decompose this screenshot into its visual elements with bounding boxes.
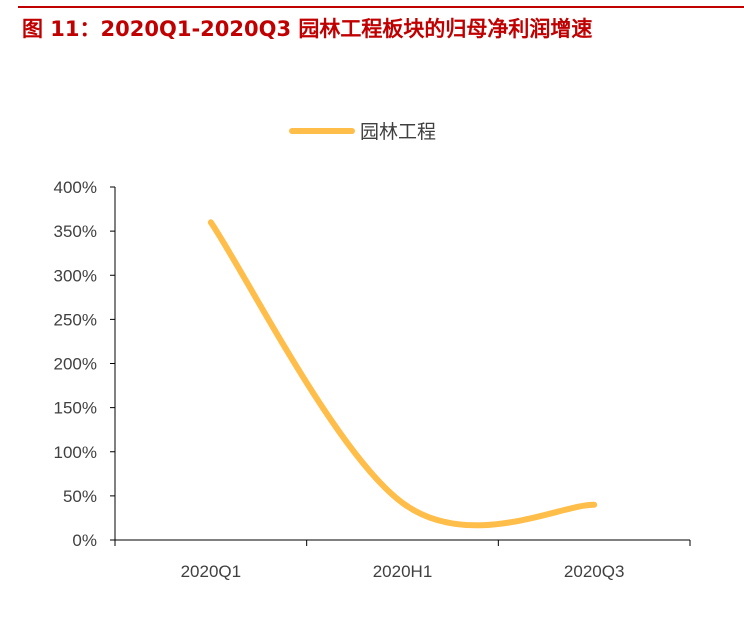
y-tick-label: 200% [54,355,97,374]
y-tick-label: 0% [72,531,97,550]
y-tick-label: 150% [54,399,97,418]
plot-area [207,219,598,529]
legend-label: 园林工程 [360,121,436,143]
series-line [207,219,598,529]
y-tick-label: 100% [54,443,97,462]
y-tick-label: 250% [54,310,97,329]
figure-title: 图 11：2020Q1-2020Q3 园林工程板块的归母净利润增速 [22,17,593,41]
y-tick-label: 50% [63,487,97,506]
y-tick-label: 350% [54,222,97,241]
title-rule [18,6,744,8]
x-tick-label: 2020Q3 [564,562,625,581]
legend: 园林工程 [289,121,436,143]
y-tick-label: 400% [54,178,97,197]
axes: 0% 50% 100% 150% 200% 250% 300% 350% 400% 2020Q1 2… [54,178,691,581]
x-tick-label: 2020H1 [373,562,433,581]
x-tick-label: 2020Q1 [181,562,242,581]
y-tick-label: 300% [54,266,97,285]
